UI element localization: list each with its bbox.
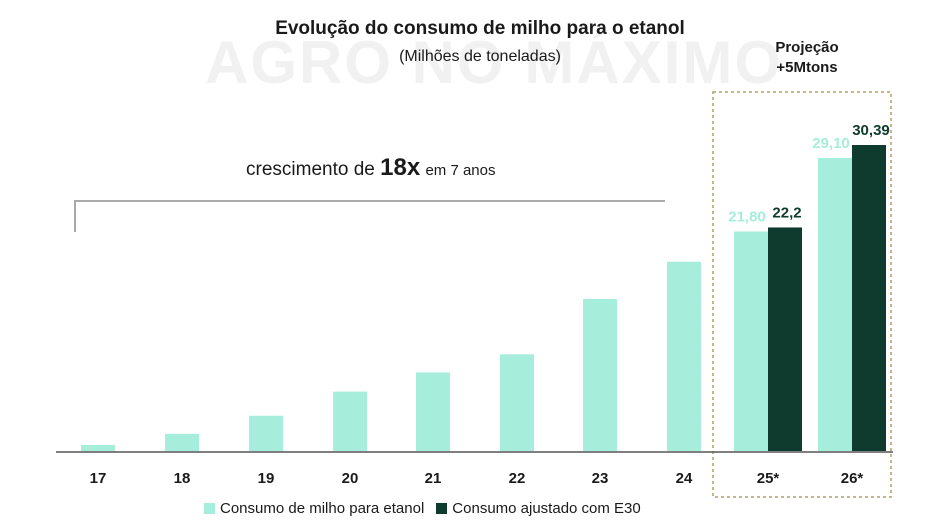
legend-label-series2: Consumo ajustado com E30 — [452, 500, 641, 517]
chart-title: Evolução do consumo de milho para o etan… — [275, 18, 685, 39]
legend-label-series1: Consumo de milho para etanol — [220, 500, 425, 517]
bar-series1-25* — [734, 231, 768, 451]
bar-series1-21 — [416, 372, 450, 451]
projection-label: Projeção +5Mtons — [742, 38, 872, 78]
data-label-series2-25*: 22,2 — [772, 204, 801, 221]
x-tick-label-17: 17 — [90, 470, 107, 487]
bar-series1-19 — [249, 415, 283, 451]
data-label-series2-26*: 30,39 — [852, 122, 890, 139]
bar-series1-26* — [818, 157, 852, 451]
projection-label-line2: +5Mtons — [776, 59, 838, 76]
x-tick-label-21: 21 — [425, 470, 442, 487]
bar-series1-17 — [81, 444, 115, 451]
growth-bracket — [74, 200, 665, 232]
growth-note-suffix: em 7 anos — [425, 162, 496, 179]
x-tick-label-24: 24 — [676, 470, 693, 487]
legend-item-series1: Consumo de milho para etanol — [204, 500, 424, 517]
chart-subtitle: (Milhões de toneladas) — [399, 48, 561, 65]
x-tick-label-19: 19 — [258, 470, 275, 487]
x-tick-label-26*: 26* — [841, 470, 864, 487]
x-tick-label-18: 18 — [174, 470, 191, 487]
x-tick-label-20: 20 — [342, 470, 359, 487]
bar-series1-20 — [333, 391, 367, 451]
bar-series2-25* — [768, 227, 802, 451]
x-tick-label-22: 22 — [509, 470, 526, 487]
bar-series1-23 — [583, 298, 617, 451]
bar-series2-26* — [852, 145, 886, 451]
legend-swatch-series1 — [204, 503, 215, 514]
data-label-series1-25*: 21,80 — [728, 208, 766, 225]
growth-note-highlight: 18x — [380, 154, 421, 181]
legend: Consumo de milho para etanol Consumo aju… — [204, 500, 653, 517]
projection-label-line1: Projeção — [775, 39, 839, 56]
bar-series1-18 — [165, 433, 199, 451]
growth-note: crescimento de 18x em 7 anos — [246, 154, 496, 182]
data-label-series1-26*: 29,10 — [812, 135, 850, 152]
growth-note-prefix: crescimento de — [246, 159, 375, 180]
bar-series1-22 — [500, 354, 534, 451]
legend-swatch-series2 — [436, 503, 448, 514]
projection-box — [712, 91, 892, 498]
watermark: AGRO NO MÁXIMO — [205, 29, 783, 96]
x-tick-label-25*: 25* — [757, 470, 780, 487]
x-tick-label-23: 23 — [592, 470, 609, 487]
legend-item-series2: Consumo ajustado com E30 — [436, 500, 641, 517]
bar-series1-24 — [667, 261, 701, 451]
